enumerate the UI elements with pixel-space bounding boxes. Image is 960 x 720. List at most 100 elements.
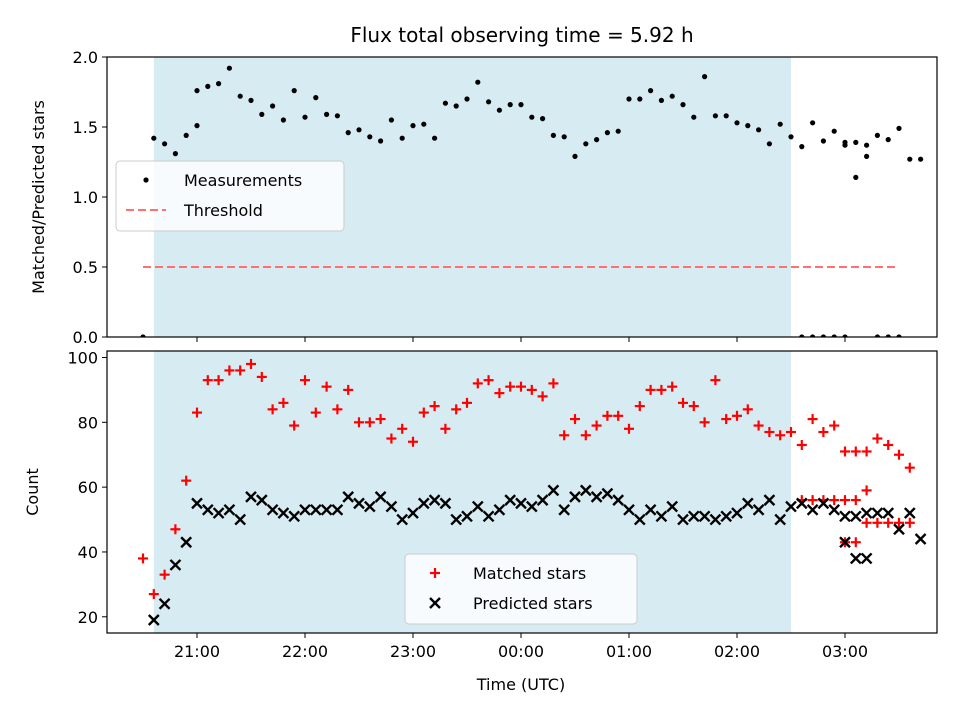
predicted-star-point bbox=[633, 513, 646, 526]
measurement-point bbox=[723, 113, 729, 119]
predicted-star-point bbox=[482, 510, 495, 523]
measurement-point bbox=[658, 97, 665, 103]
legend bbox=[404, 553, 638, 625]
matched-star-point bbox=[278, 397, 289, 408]
predicted-star-point bbox=[439, 497, 452, 510]
matched-star-point bbox=[786, 427, 796, 438]
legend-dot-icon bbox=[143, 177, 149, 183]
measurement-point bbox=[864, 142, 870, 148]
x-tick-label: 03:00 bbox=[822, 642, 868, 661]
measurement-point bbox=[464, 96, 470, 102]
y-tick-label: 1.5 bbox=[73, 118, 98, 137]
matched-star-point bbox=[742, 404, 753, 415]
measurement-point bbox=[907, 156, 913, 162]
predicted-star-point bbox=[266, 503, 279, 516]
matched-star-point bbox=[213, 375, 224, 386]
x-tick-label: 21:00 bbox=[174, 642, 220, 661]
measurement-point bbox=[248, 97, 254, 103]
predicted-star-point bbox=[234, 513, 247, 526]
matched-star-point bbox=[591, 420, 602, 431]
top-y-axis-label: Matched/Predicted stars bbox=[29, 100, 48, 294]
matched-star-point bbox=[526, 384, 537, 395]
y-tick-label: 0.0 bbox=[73, 328, 98, 347]
predicted-star-point bbox=[396, 513, 409, 526]
measurement-point bbox=[378, 138, 384, 144]
measurement-point bbox=[583, 141, 589, 147]
measurement-point bbox=[853, 174, 859, 180]
matched-star-point bbox=[775, 430, 786, 441]
matched-star-point bbox=[699, 417, 710, 428]
matched-star-point bbox=[354, 417, 364, 428]
matched-star-point bbox=[818, 427, 829, 438]
predicted-star-point bbox=[504, 494, 517, 506]
y-tick-label: 40 bbox=[78, 543, 98, 562]
x-tick-label: 02:00 bbox=[714, 642, 760, 661]
measurement-point bbox=[183, 132, 189, 138]
predicted-star-point bbox=[720, 510, 733, 523]
matched-star-point bbox=[829, 495, 840, 506]
measurement-point bbox=[864, 153, 870, 159]
predicted-star-point bbox=[893, 523, 905, 536]
predicted-star-point bbox=[849, 510, 862, 523]
matched-star-point bbox=[764, 427, 775, 438]
measurement-point bbox=[518, 102, 524, 108]
predicted-star-point bbox=[882, 507, 895, 519]
x-tick-label: 22:00 bbox=[282, 642, 328, 661]
measurement-point bbox=[540, 116, 546, 122]
axes-frame bbox=[106, 350, 938, 634]
y-tick-label: 1.0 bbox=[73, 188, 98, 207]
matched-star-point bbox=[559, 430, 570, 441]
measurement-point bbox=[712, 113, 719, 119]
predicted-star-point bbox=[644, 503, 657, 516]
matched-star-point bbox=[472, 378, 483, 389]
measurement-point bbox=[302, 114, 308, 120]
measurement-point bbox=[680, 102, 686, 108]
matched-star-point bbox=[710, 375, 721, 386]
matched-star-point bbox=[375, 414, 386, 425]
matched-star-point bbox=[580, 430, 591, 441]
predicted-star-point bbox=[158, 597, 171, 610]
measurement-point bbox=[399, 135, 405, 141]
predicted-star-point bbox=[255, 494, 268, 506]
measurement-point bbox=[820, 138, 827, 144]
matched-star-point bbox=[321, 381, 332, 392]
measurement-point bbox=[788, 134, 794, 140]
matched-star-point bbox=[397, 423, 408, 434]
predicted-star-point bbox=[655, 510, 668, 523]
x-tick-label: 00:00 bbox=[498, 642, 544, 661]
measurement-point bbox=[626, 96, 632, 102]
matched-star-point bbox=[159, 569, 170, 580]
measurement-point bbox=[842, 334, 848, 337]
predicted-star-point bbox=[515, 497, 527, 510]
measurement-point bbox=[831, 334, 837, 337]
x-tick-label: 01:00 bbox=[606, 642, 652, 661]
measurement-point bbox=[756, 127, 762, 133]
measurement-point bbox=[172, 151, 178, 157]
matched-star-point bbox=[850, 495, 861, 506]
measurement-point bbox=[140, 334, 146, 337]
predicted-star-point bbox=[579, 484, 592, 497]
top-panel: 0.0 0.5 1.0 1.5 2.0 Measurements Threshold bbox=[73, 48, 938, 347]
matched-star-point bbox=[386, 433, 397, 444]
predicted-star-point bbox=[180, 536, 193, 549]
legend bbox=[115, 160, 345, 232]
matched-star-point bbox=[192, 407, 202, 418]
measurement-point bbox=[637, 96, 643, 102]
predicted-star-point bbox=[374, 491, 387, 503]
y-tick-label: 60 bbox=[78, 478, 98, 497]
measurement-point bbox=[259, 111, 265, 117]
predicted-star-point bbox=[731, 507, 743, 519]
predicted-star-point bbox=[309, 503, 322, 516]
measurement-point bbox=[820, 334, 826, 337]
predicted-star-point bbox=[212, 507, 225, 519]
predicted-star-point bbox=[828, 503, 841, 516]
measurement-point bbox=[810, 334, 816, 337]
measurement-point bbox=[766, 141, 773, 147]
matched-star-point bbox=[861, 446, 872, 457]
measurement-point bbox=[799, 334, 805, 337]
matched-star-point bbox=[246, 358, 256, 369]
matched-star-point bbox=[732, 410, 742, 421]
measurement-point bbox=[475, 79, 481, 85]
measurement-point bbox=[280, 117, 286, 123]
